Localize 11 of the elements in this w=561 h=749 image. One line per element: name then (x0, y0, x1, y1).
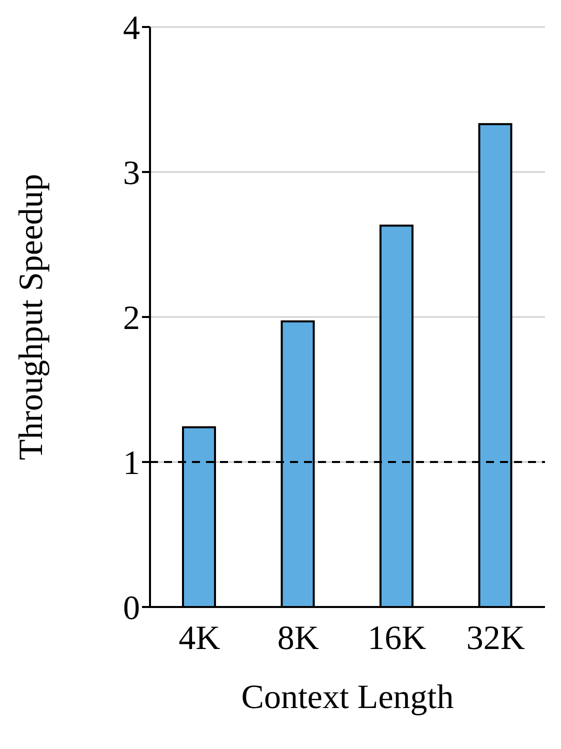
x-tick-label: 32K (466, 620, 526, 658)
y-tick-label: 1 (123, 445, 140, 482)
y-tick-label: 2 (123, 300, 140, 338)
x-axis-title: Context Length (241, 679, 454, 716)
y-tick-label: 0 (123, 590, 140, 628)
y-axis-title: Throughput Speedup (13, 174, 50, 460)
x-tick-label: 8K (277, 620, 320, 658)
x-tick-label: 4K (178, 620, 221, 658)
y-tick-label: 3 (123, 155, 140, 192)
y-tick-label: 4 (123, 10, 140, 48)
x-tick-label: 16K (368, 620, 427, 658)
